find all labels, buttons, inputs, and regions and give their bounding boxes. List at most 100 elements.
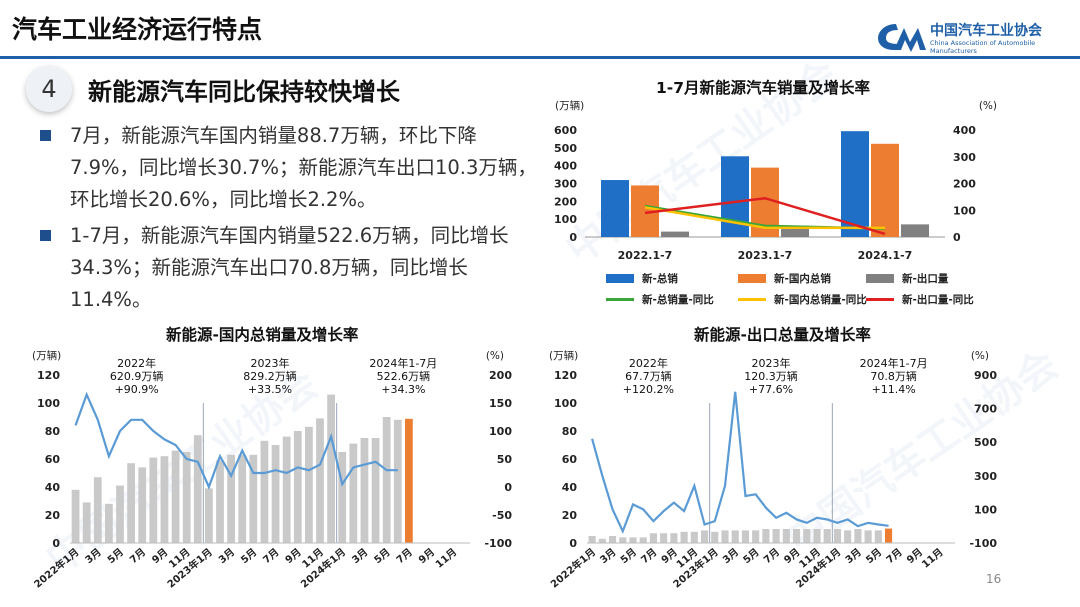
month-bar (327, 394, 335, 543)
legend-swatch (866, 274, 894, 283)
legend-swatch (606, 274, 634, 283)
y-tick-label: 80 (45, 425, 61, 438)
x-tick-label: 7月 (394, 546, 415, 566)
month-bar (752, 530, 760, 543)
y2-tick-label: 300 (974, 470, 997, 483)
month-bar (844, 530, 852, 543)
caam-logo (874, 18, 1074, 54)
annotation-total: 522.6万辆 (377, 369, 431, 383)
series-line (644, 206, 886, 230)
month-bar (160, 456, 169, 543)
chart-title: 1-7月新能源汽车销量及增长率 (656, 79, 871, 97)
month-bar (71, 489, 80, 543)
annotation-year: 2022年 (629, 356, 668, 370)
section-title: 新能源汽车同比保持较快增长 (88, 78, 400, 106)
chart-title: 新能源-国内总销量及增长率 (166, 326, 359, 344)
month-bar (249, 454, 258, 543)
x-tick-label: 2023.1-7 (738, 249, 793, 262)
month-bar (360, 438, 369, 543)
x-tick-label: 3月 (83, 546, 104, 566)
legend-item: 新-总销量-同比 (606, 292, 714, 307)
month-bar (305, 426, 313, 543)
month-bar (721, 530, 729, 543)
section-number-badge: 4 (26, 66, 72, 112)
x-tick-label: 11月 (920, 546, 946, 571)
y-axis-label: (万辆) (555, 99, 584, 112)
y-tick-label: 600 (554, 124, 577, 137)
page-header-title: 汽车工业经济运行特点 (12, 15, 263, 44)
x-tick-label: 3月 (843, 546, 864, 566)
legend-item: 新-国内总销量-同比 (738, 292, 867, 307)
x-tick-label: 5月 (372, 546, 393, 566)
annotation-year: 2022年 (117, 356, 156, 370)
y2-axis-label: (%) (979, 100, 997, 112)
y2-axis-label: (%) (486, 350, 504, 362)
annotation-total: 620.9万辆 (110, 369, 164, 383)
month-bar (127, 463, 135, 543)
month-bar (116, 485, 124, 543)
month-bar (762, 529, 770, 543)
growth-rate-line (74, 391, 398, 490)
month-bar (629, 537, 637, 543)
y2-tick-label: -100 (484, 537, 512, 550)
x-tick-label: 7月 (127, 546, 148, 566)
month-bar (741, 530, 750, 543)
month-bar-highlight (405, 418, 413, 543)
series-line (644, 196, 886, 236)
y-tick-label: 100 (554, 213, 577, 226)
y-tick-label: 40 (45, 481, 61, 494)
bullet-square-icon (40, 130, 51, 141)
x-tick-label: 2022年1月 (548, 545, 598, 590)
month-bar (884, 528, 893, 543)
y-tick-label: 0 (52, 537, 60, 550)
y2-tick-label: 400 (953, 124, 976, 137)
y-tick-label: 80 (562, 425, 578, 438)
month-bar (670, 533, 678, 543)
month-bar (316, 418, 324, 543)
month-bar (293, 431, 302, 543)
x-tick-label: 7月 (639, 546, 660, 566)
y2-tick-label: -100 (969, 537, 997, 550)
month-bar (680, 531, 688, 543)
month-bar (700, 530, 709, 543)
month-bar (138, 467, 147, 543)
y2-tick-label: 500 (974, 436, 997, 449)
y2-tick-label: 50 (497, 453, 513, 466)
month-bar (731, 530, 739, 543)
legend-label: 新-国内总销 (774, 273, 831, 285)
month-bar (608, 536, 617, 543)
annotation-growth: +33.5% (248, 383, 292, 396)
month-bar (349, 443, 358, 543)
legend-item: 新-国内总销 (738, 271, 831, 286)
month-bar (782, 529, 790, 543)
y2-tick-label: 200 (953, 178, 976, 191)
y2-tick-label: 100 (953, 204, 976, 217)
caam-logo-icon (878, 24, 926, 52)
month-bar (371, 438, 380, 543)
growth-rate-line (591, 391, 889, 535)
x-tick-label: 5月 (105, 546, 126, 566)
y-tick-label: 40 (562, 481, 578, 494)
bar (601, 180, 629, 237)
y-tick-label: 100 (554, 397, 577, 410)
y2-axis-label: (%) (971, 350, 989, 362)
y-tick-label: 0 (569, 231, 577, 244)
x-tick-label: 2022年1月 (31, 545, 81, 590)
y-tick-label: 120 (37, 369, 60, 382)
y2-tick-label: 200 (489, 369, 512, 382)
month-bar (338, 452, 347, 543)
month-bar (864, 530, 872, 543)
y-tick-label: 20 (562, 509, 578, 522)
annotation-growth: +77.6% (749, 383, 793, 396)
annotation-growth: +34.3% (381, 383, 425, 396)
y2-tick-label: 100 (974, 503, 997, 516)
month-bar (690, 531, 698, 543)
legend-label: 新-国内总销量-同比 (774, 294, 867, 306)
month-bar (772, 529, 780, 543)
legend-item: 新-出口量-同比 (866, 292, 974, 307)
annotation-year: 2024年1-7月 (369, 356, 437, 370)
domestic-sales-chart: (万辆) (%) 0 20 40 60 80 100 120 -100 -50 0 50 100 150 20… (31, 349, 513, 591)
month-bar (823, 529, 831, 543)
bar (781, 225, 809, 237)
y-tick-label: 100 (37, 397, 60, 410)
